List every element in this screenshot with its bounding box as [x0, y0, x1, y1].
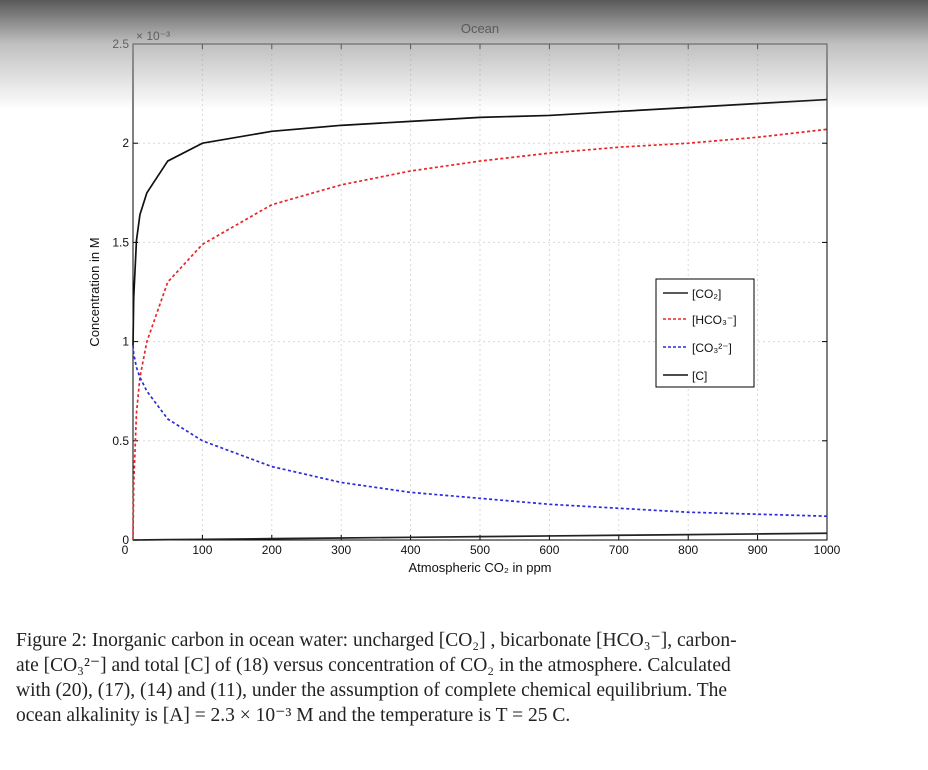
legend-label-co3: [CO₃²⁻]: [692, 341, 732, 355]
chart: 0 100 200 300 400 500 600 700 800 900 1000 0 0.5 1 1.5…: [87, 21, 841, 575]
x-tick-label: 700: [609, 543, 629, 557]
legend: [CO₂] [HCO₃⁻] [CO₃²⁻] [C]: [655, 278, 755, 388]
x-tick-label: 800: [678, 543, 698, 557]
y-scale-note: × 10⁻³: [136, 29, 170, 43]
x-axis-label: Atmospheric CO₂ in ppm: [408, 560, 551, 575]
x-tick-label: 0: [122, 543, 129, 557]
legend-label-c: [C]: [692, 369, 707, 383]
y-tick-label: 0: [122, 533, 129, 547]
figure-caption: Figure 2: Inorganic carbon in ocean wate…: [16, 628, 916, 728]
y-tick-label: 2: [122, 136, 129, 150]
x-tick-label: 900: [748, 543, 768, 557]
y-tick-label: 1.5: [112, 235, 129, 249]
x-tick-label: 100: [192, 543, 212, 557]
grid: [133, 44, 827, 540]
x-tick-label: 300: [331, 543, 351, 557]
series-line-hco3: [132, 128, 828, 541]
y-tick-label: 0.5: [112, 434, 129, 448]
y-axis-label: Concentration in M: [87, 237, 102, 346]
caption-line-4: ocean alkalinity is [A] = 2.3 × 10⁻³ M a…: [16, 705, 571, 726]
x-tick-label: 1000: [814, 543, 841, 557]
series-line-co3: [132, 345, 828, 518]
y-tick-label: 1: [122, 335, 129, 349]
chart-title: Ocean: [461, 21, 499, 36]
caption-line-1: Figure 2: Inorganic carbon in ocean wate…: [16, 630, 737, 651]
y-tick-label: 2.5: [112, 37, 129, 51]
caption-line-3: with (20), (17), (14) and (11), under th…: [16, 680, 728, 701]
x-tick-label: 500: [470, 543, 490, 557]
caption-line-2: ate [CO₃²⁻] and total [C] of (18) versus…: [16, 655, 731, 676]
x-tick-label: 200: [262, 543, 282, 557]
axis-ticks: 0 100 200 300 400 500 600 700 800 900 1000 0 0.5 1 1.5…: [112, 37, 840, 557]
x-tick-label: 400: [401, 543, 421, 557]
series-line-co2: [132, 532, 828, 541]
legend-box: [655, 278, 755, 388]
legend-label-co2: [CO₂]: [692, 287, 721, 301]
legend-label-hco3: [HCO₃⁻]: [692, 313, 737, 327]
x-tick-label: 600: [539, 543, 559, 557]
